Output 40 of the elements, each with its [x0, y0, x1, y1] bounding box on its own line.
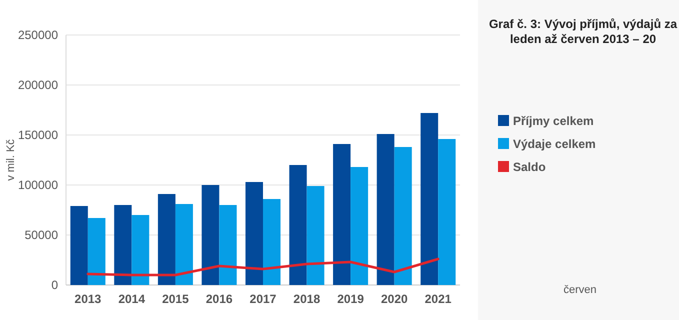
- legend-label: Saldo: [513, 160, 546, 174]
- text: Graf č. 3: Vývoj příjmů, výdajů za leden až červen 2013 – 20: [488, 17, 678, 46]
- bar: [350, 167, 368, 285]
- legend-label: Výdaje celkem: [513, 137, 596, 151]
- x-tick-label: 2016: [206, 292, 233, 306]
- x-tick-label: 2021: [424, 292, 452, 306]
- bar: [88, 218, 106, 285]
- y-tick-label: 0: [51, 278, 58, 292]
- x-tick-label: 2014: [118, 292, 146, 306]
- x-tick-label: 2017: [250, 292, 277, 306]
- bar: [132, 215, 150, 285]
- bar: [306, 186, 324, 285]
- x-tick-label: 2019: [337, 292, 364, 306]
- x-tick-label: 2015: [162, 292, 190, 306]
- bar: [263, 199, 281, 285]
- bar: [394, 147, 412, 285]
- legend-label: Příjmy celkem: [513, 114, 594, 128]
- bar: [376, 134, 394, 285]
- bar: [420, 113, 438, 285]
- y-tick-label: 250000: [18, 28, 58, 42]
- bar: [289, 165, 307, 285]
- text: červen: [563, 284, 597, 296]
- bar: [245, 182, 263, 285]
- x-tick-label: 2020: [380, 292, 408, 306]
- bar: [438, 139, 456, 285]
- y-tick-label: 200000: [18, 78, 58, 92]
- y-tick-label: 50000: [24, 228, 58, 242]
- bar: [114, 205, 132, 285]
- y-tick-label: 150000: [18, 128, 58, 142]
- x-tick-label: 2013: [74, 292, 102, 306]
- y-tick-label: 100000: [18, 178, 58, 192]
- x-tick-label: 2018: [293, 292, 320, 306]
- bar: [70, 206, 88, 285]
- bar: [175, 204, 193, 285]
- line-series: [86, 258, 440, 276]
- bar: [202, 185, 220, 285]
- bar: [158, 194, 176, 285]
- bar: [333, 144, 351, 285]
- bar: [219, 205, 237, 285]
- y-axis-title: v mil. Kč: [5, 138, 17, 181]
